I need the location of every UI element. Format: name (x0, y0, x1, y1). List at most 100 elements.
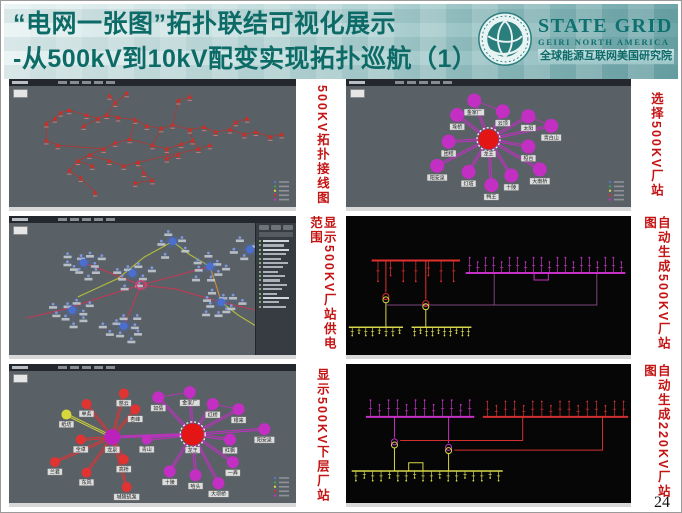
window-bottom-strip (9, 207, 296, 211)
window-bottom-strip (9, 503, 296, 507)
panel-500kv-topology-window (9, 79, 296, 211)
window-titlebar (9, 364, 296, 371)
svg-text:青山: 青山 (142, 446, 152, 453)
sidebar-list-item[interactable] (259, 270, 293, 273)
sidebar-list-item[interactable] (259, 301, 293, 304)
panel-lower-stations-window: 纸坊 单务 慈云 杏峰 全卓 兰君 东风 高桥 城陵矶泵 青山 如情 金家厂 红桥 银来 阳安泉 红枫 一弄 哈头… (9, 364, 296, 507)
sidebar-list-item[interactable] (259, 292, 293, 295)
svg-text:东风: 东风 (81, 479, 91, 486)
panels-grid: 500KV拓扑接线图 金家厂 云顶 太阳 青白山 垛桥 团结 桓台 阳安泉 灯塔 鸭王 十陵 大南桥龙… (9, 79, 679, 507)
svg-text:高桥: 高桥 (119, 466, 129, 473)
slide-title-line2: -从500kV到10kV配变实现拓扑巡航（1） (13, 45, 478, 73)
svg-text:纸坊: 纸坊 (61, 421, 71, 428)
svg-text:金家厂: 金家厂 (182, 400, 197, 407)
sidebar-list-item[interactable] (259, 244, 293, 247)
page-number: 24 (654, 494, 670, 511)
svg-text:兰君: 兰君 (50, 469, 60, 476)
panel-220kv-station-diagram-window (346, 364, 631, 507)
logo-subtitle: GEIRI NORTH AMERICA (538, 36, 670, 47)
svg-text:金家厂: 金家厂 (467, 109, 482, 116)
back-button[interactable] (13, 374, 28, 383)
sidebar-list-item[interactable] (259, 288, 293, 291)
svg-text:大南桥: 大南桥 (532, 178, 547, 185)
sidebar-list-item[interactable] (259, 257, 293, 260)
window-menu (58, 366, 115, 369)
sidebar-button[interactable] (271, 225, 281, 230)
svg-text:垛桥: 垛桥 (452, 124, 462, 131)
sidebar-list-item[interactable] (259, 305, 293, 308)
svg-text:云顶: 云顶 (498, 121, 508, 127)
window-bottom-strip (346, 207, 631, 211)
svg-text:城陵矶泵: 城陵矶泵 (117, 494, 137, 501)
window-tab (12, 366, 28, 369)
sidebar-section-header (259, 296, 293, 300)
back-button[interactable] (350, 89, 365, 98)
svg-text:灯塔: 灯塔 (464, 180, 474, 187)
window-titlebar (9, 79, 296, 86)
window-menu (58, 81, 115, 84)
properties-sidebar (255, 223, 296, 355)
panel-500kv-station-diagram-window (346, 216, 631, 359)
window-titlebar (346, 79, 631, 86)
svg-text:红桥: 红桥 (208, 412, 218, 419)
panel-supply-range-window (9, 216, 296, 359)
window-tab (12, 81, 28, 84)
topology-graph-500kv (44, 90, 289, 201)
svg-text:红枫: 红枫 (225, 447, 235, 454)
sidebar-list-item[interactable] (259, 279, 293, 282)
svg-text:十陵: 十陵 (165, 479, 175, 486)
sidebar-list-item[interactable] (259, 261, 293, 265)
svg-text:十陵: 十陵 (506, 184, 516, 191)
sidebar-list-item[interactable] (259, 275, 293, 278)
slide-title-line1: “电网一张图”拓扑联结可视化展示 (13, 10, 397, 38)
sidebar-button[interactable] (259, 225, 269, 230)
sidebar-button[interactable] (283, 225, 293, 230)
caption-220kv-station-diagram: 自动生成220KV厂站图 (642, 364, 670, 500)
caption-500kv-topology: 500KV拓扑接线图 (314, 84, 329, 206)
sidebar-item-list (259, 240, 293, 308)
svg-text:阳安泉: 阳安泉 (257, 437, 272, 444)
svg-text:团结: 团结 (444, 150, 454, 157)
logo-cn-name: 全球能源互联网美国研究院 (538, 48, 674, 64)
window-titlebar (9, 216, 296, 223)
svg-text:杏峰: 杏峰 (130, 416, 140, 423)
svg-text:太阳: 太阳 (523, 125, 533, 132)
window-bottom-strip (9, 355, 296, 359)
slide-title: “电网一张图”拓扑联结可视化展示 -从500kV到10kV配变实现拓扑巡航（1） (13, 7, 477, 77)
svg-text:单务: 单务 (81, 411, 91, 418)
sidebar-list-item[interactable] (259, 253, 293, 256)
sidebar-header (259, 232, 293, 237)
station-single-line-diagram-500kv (348, 256, 626, 337)
svg-text:全卓: 全卓 (76, 446, 86, 453)
logo-text: STATE GRID GEIRI NORTH AMERICA 全球能源互联网美国… (538, 15, 674, 64)
slide-header: “电网一张图”拓扑联结可视化展示 -从500kV到10kV配变实现拓扑巡航（1）… (4, 4, 678, 79)
window-tab (12, 218, 28, 221)
window-tab (349, 81, 365, 84)
svg-text:银来: 银来 (234, 417, 244, 424)
svg-text:桓台: 桓台 (523, 155, 533, 162)
sidebar-list-item[interactable] (259, 283, 293, 286)
sidebar-list-item[interactable] (259, 266, 293, 269)
window-bottom-strip (346, 503, 631, 507)
logo-name: STATE GRID (538, 14, 673, 37)
window-menu (58, 218, 115, 221)
caption-500kv-station-diagram: 自动生成500KV厂站图 (642, 216, 670, 352)
svg-text:龙王: 龙王 (483, 151, 493, 158)
globe-emblem-icon (477, 11, 533, 67)
back-button[interactable] (13, 226, 28, 235)
back-button[interactable] (13, 89, 28, 98)
window-menu (395, 81, 452, 84)
svg-text:龙泉: 龙泉 (107, 447, 117, 454)
station-single-line-diagram-220kv (351, 399, 629, 482)
svg-text:鸭王: 鸭王 (486, 194, 496, 201)
svg-text:哈头: 哈头 (191, 483, 201, 490)
svg-text:阳安泉: 阳安泉 (430, 174, 445, 181)
sidebar-section-header (259, 248, 293, 251)
window-bottom-strip (346, 355, 631, 359)
panel-select-500kv-station-window: 金家厂云顶太阳青白山 垛桥团结桓台阳安泉灯塔鸭王 十陵 大南桥 龙王 (346, 79, 631, 211)
svg-text:青白山: 青白山 (544, 134, 559, 141)
svg-text:如情: 如情 (153, 405, 163, 412)
